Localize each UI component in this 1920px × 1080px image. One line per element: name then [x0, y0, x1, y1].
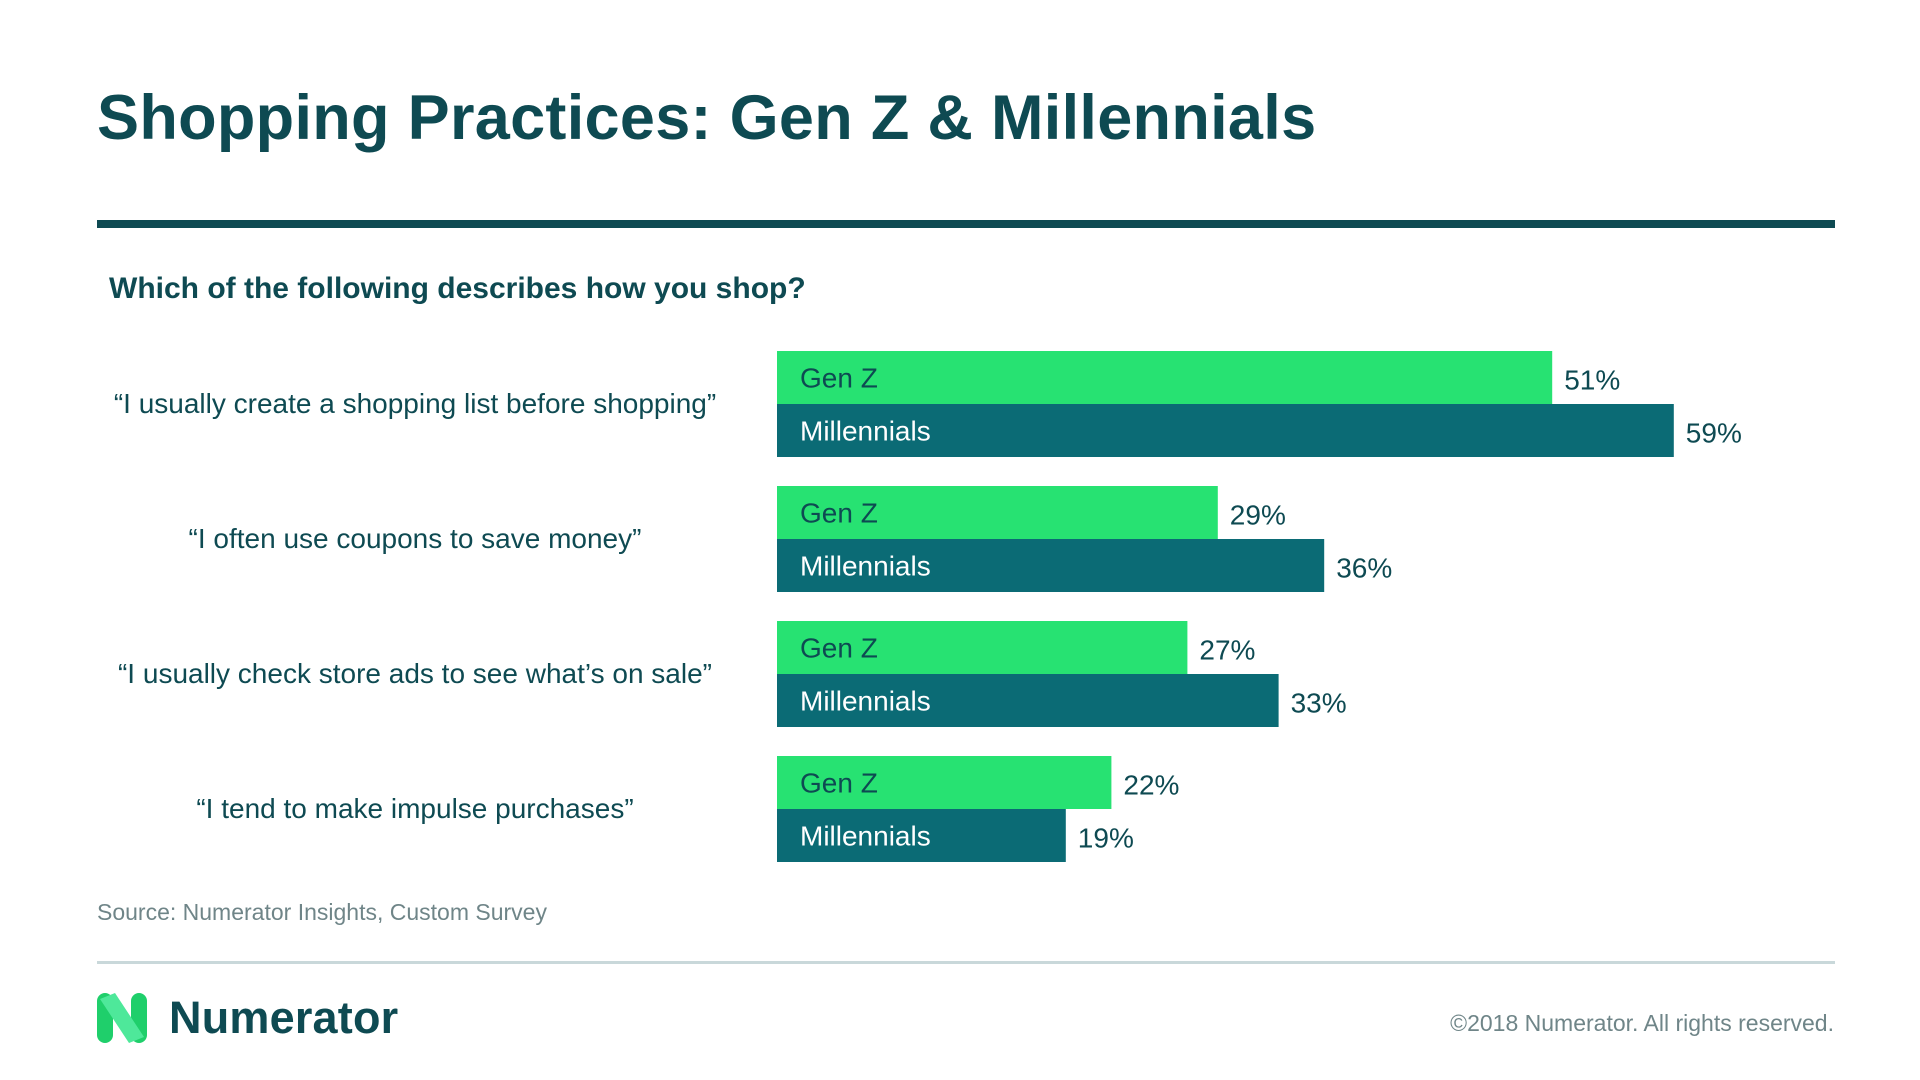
- copyright-text: ©2018 Numerator. All rights reserved.: [1450, 1010, 1834, 1036]
- brand-name: Numerator: [169, 992, 399, 1043]
- data-label: 29%: [1230, 500, 1286, 531]
- bar-genz: [777, 621, 1188, 674]
- data-label: 36%: [1336, 553, 1392, 584]
- bar-millennials: [777, 539, 1325, 592]
- data-label: 27%: [1199, 635, 1255, 666]
- bar-series-label: Gen Z: [800, 633, 878, 664]
- page-title: Shopping Practices: Gen Z & Millennials: [97, 83, 1317, 153]
- category-label: “I often use coupons to save money”: [188, 523, 642, 554]
- bar-series-label: Gen Z: [800, 768, 878, 799]
- bar-series-label: Gen Z: [800, 498, 878, 529]
- bar-genz: [777, 351, 1553, 404]
- source-note: Source: Numerator Insights, Custom Surve…: [97, 899, 547, 925]
- category-label: “I tend to make impulse purchases”: [196, 793, 634, 824]
- bar-series-label: Millennials: [800, 416, 931, 447]
- bar-series-label: Gen Z: [800, 363, 878, 394]
- bar-millennials: [777, 809, 1066, 862]
- data-label: 19%: [1078, 823, 1134, 854]
- title-divider: [97, 220, 1835, 228]
- data-label: 22%: [1123, 770, 1179, 801]
- bar-genz: [777, 486, 1218, 539]
- footer-divider: [97, 961, 1835, 964]
- numerator-logo-icon: [97, 993, 147, 1043]
- bar-series-label: Millennials: [800, 551, 931, 582]
- bar-millennials: [777, 404, 1674, 457]
- category-label: “I usually create a shopping list before…: [113, 388, 717, 419]
- category-label: “I usually check store ads to see what’s…: [117, 658, 712, 689]
- bar-genz: [777, 756, 1112, 809]
- data-label: 51%: [1564, 365, 1620, 396]
- survey-question: Which of the following describes how you…: [109, 272, 806, 305]
- data-label: 33%: [1291, 688, 1347, 719]
- bar-series-label: Millennials: [800, 821, 931, 852]
- data-label: 59%: [1686, 418, 1742, 449]
- bar-series-label: Millennials: [800, 686, 931, 717]
- bar-millennials: [777, 674, 1279, 727]
- numerator-logo: Numerator: [97, 992, 399, 1043]
